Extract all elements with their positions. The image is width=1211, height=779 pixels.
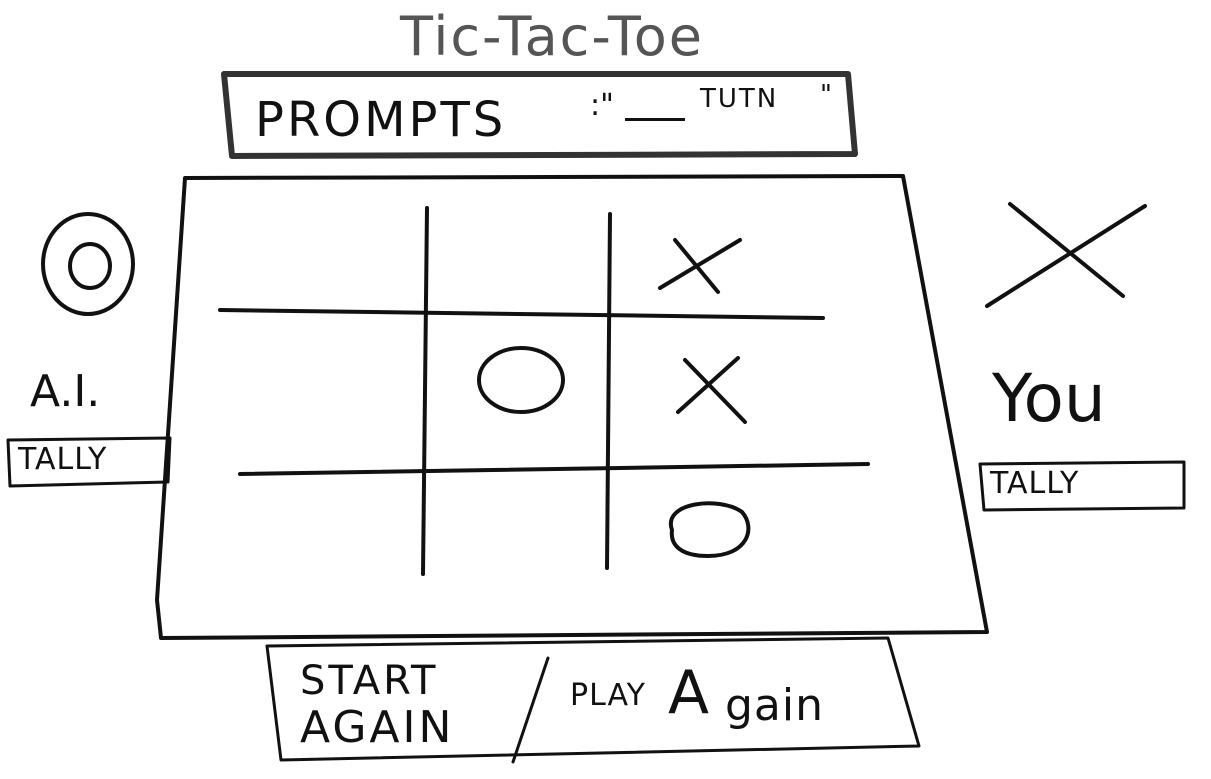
- page-title: Tic-Tac-Toe: [400, 5, 704, 68]
- you-mark-icon: [985, 200, 1150, 310]
- o-mark-icon: [477, 346, 565, 414]
- action-bar-outline: [265, 636, 921, 764]
- board-cell-r0c1[interactable]: [427, 206, 607, 310]
- you-tally-box: [978, 460, 1188, 512]
- prompt-bar: [220, 70, 858, 159]
- you-tally-label: TALLY: [990, 466, 1080, 501]
- board-cell-r0c0[interactable]: [215, 206, 425, 310]
- action-bar: [263, 636, 923, 764]
- game-board: [155, 172, 990, 640]
- board-cell-r1c2[interactable]: [610, 318, 820, 468]
- board-cell-r2c1[interactable]: [427, 474, 607, 574]
- turn-label: TUTN: [700, 84, 779, 114]
- board-cell-r1c1[interactable]: [427, 318, 607, 468]
- turn-blank: [625, 118, 685, 121]
- board-cell-r0c2[interactable]: [610, 206, 820, 310]
- board-cell-r2c0[interactable]: [215, 474, 425, 574]
- board-cell-r2c2[interactable]: [610, 474, 820, 574]
- start-again-label-line2: AGAIN: [300, 702, 455, 753]
- you-player-label: You: [992, 360, 1106, 437]
- o-mark-icon: [668, 501, 751, 558]
- play-again-label-initial: A: [668, 658, 710, 728]
- ai-tally-box: [6, 436, 172, 488]
- prompt-quote-close: ": [820, 80, 832, 110]
- prompt-bar-outline: [221, 71, 858, 159]
- x-mark-icon: [676, 356, 747, 424]
- ai-player-label: A.I.: [30, 366, 101, 417]
- board-outline: [155, 174, 989, 640]
- board-cell-r1c0[interactable]: [215, 318, 425, 468]
- play-again-label-play: PLAY: [570, 678, 647, 713]
- x-mark-icon: [658, 238, 742, 294]
- prompt-quote-open: :": [590, 88, 614, 123]
- ai-tally-label: TALLY: [18, 442, 108, 477]
- ai-mark-icon: [40, 210, 136, 316]
- prompt-label: PROMPTS: [255, 92, 507, 148]
- start-again-label-line1: START: [300, 658, 439, 704]
- play-again-label-rest: gain: [725, 680, 825, 731]
